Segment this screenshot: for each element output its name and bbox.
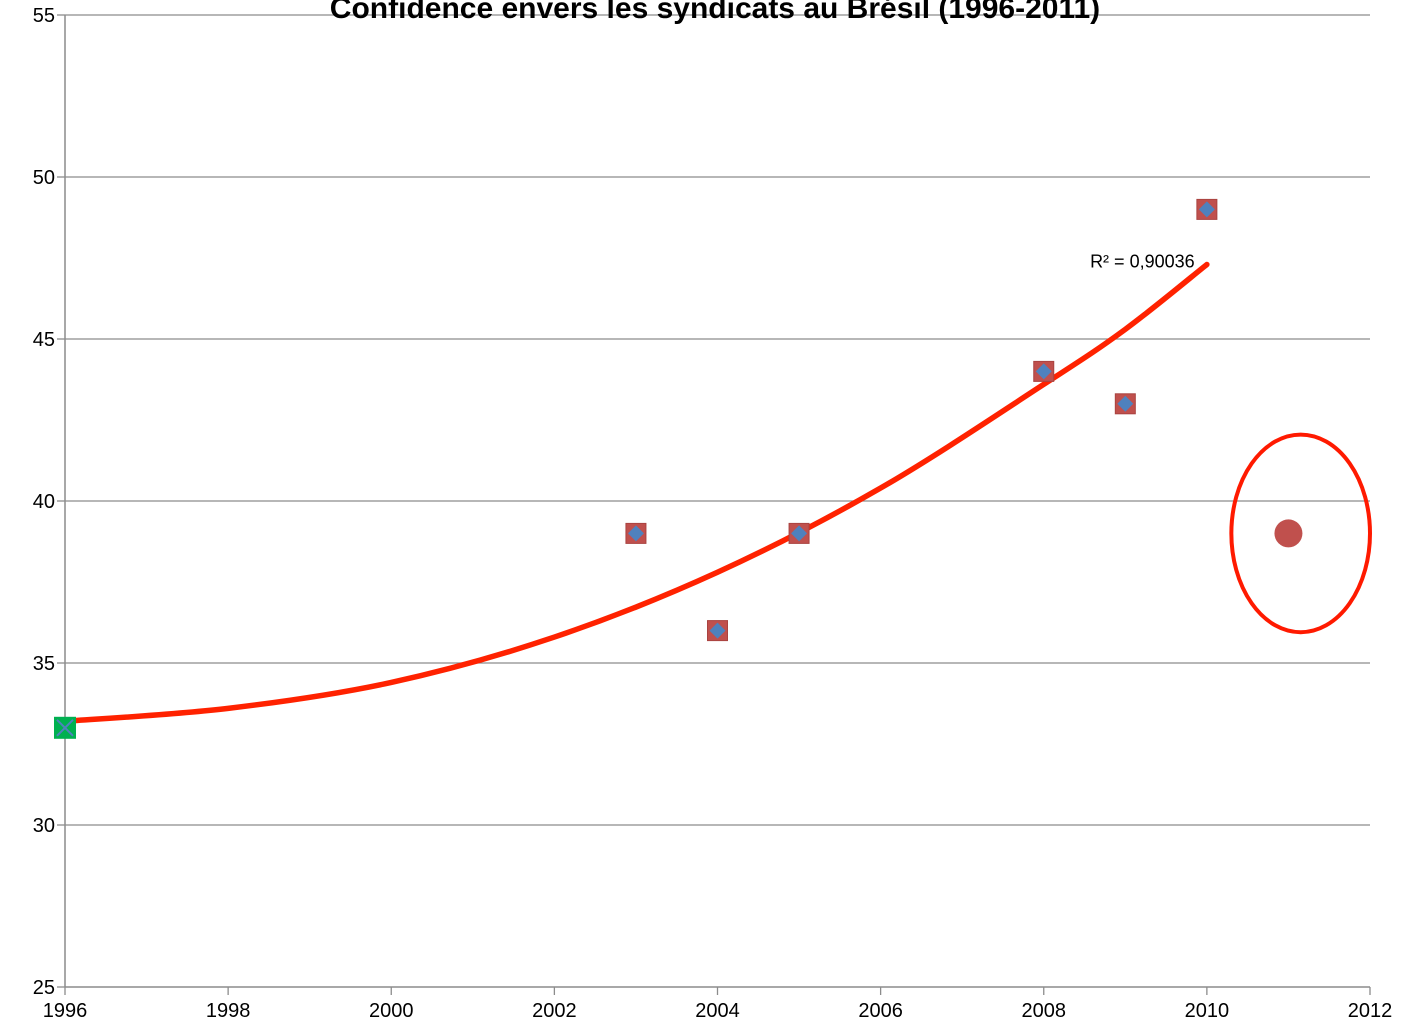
y-tick-label: 40 (33, 491, 55, 513)
chart-title: Confidence envers les syndicats au Brési… (330, 0, 1100, 25)
tick-labels: 25 30 35 40 45 50 55 1996 1998 2000 2002 2004 2006 20… (33, 5, 1393, 1022)
point-marker-circle (1274, 519, 1303, 548)
point-marker-diamond (1117, 395, 1134, 412)
x-tick-label: 2010 (1185, 1000, 1230, 1022)
point-marker-diamond (1198, 201, 1215, 218)
y-tick-label: 25 (33, 977, 55, 999)
data-points (54, 198, 1303, 739)
x-tick-label: 2012 (1348, 1000, 1393, 1022)
x-tick-label: 1998 (206, 1000, 251, 1022)
trendline-r2-label: R² = 0,90036 (1090, 252, 1195, 272)
gridlines (65, 14, 1370, 826)
x-tick-label: 2000 (369, 1000, 414, 1022)
y-tick-label: 45 (33, 329, 55, 351)
highlight-ellipse (1229, 432, 1372, 635)
x-tick-label: 2008 (1022, 1000, 1067, 1022)
y-tick-label: 50 (33, 167, 55, 189)
point-marker-diamond (627, 525, 644, 542)
highlight-layer (1229, 432, 1372, 635)
y-tick-label: 35 (33, 653, 55, 675)
y-tick-label: 30 (33, 815, 55, 837)
x-tick-label: 2004 (695, 1000, 740, 1022)
point-marker-diamond (791, 525, 808, 542)
x-tick-label: 2002 (532, 1000, 577, 1022)
x-tick-label: 1996 (43, 1000, 88, 1022)
y-tick-label: 55 (33, 5, 55, 27)
x-tick-label: 2006 (858, 1000, 903, 1022)
point-marker-diamond (1035, 363, 1052, 380)
point-marker-diamond (709, 622, 726, 639)
trendline-layer (62, 261, 1210, 725)
axes (57, 14, 1371, 995)
point-marker-x (56, 719, 74, 737)
trendline (62, 261, 1210, 725)
